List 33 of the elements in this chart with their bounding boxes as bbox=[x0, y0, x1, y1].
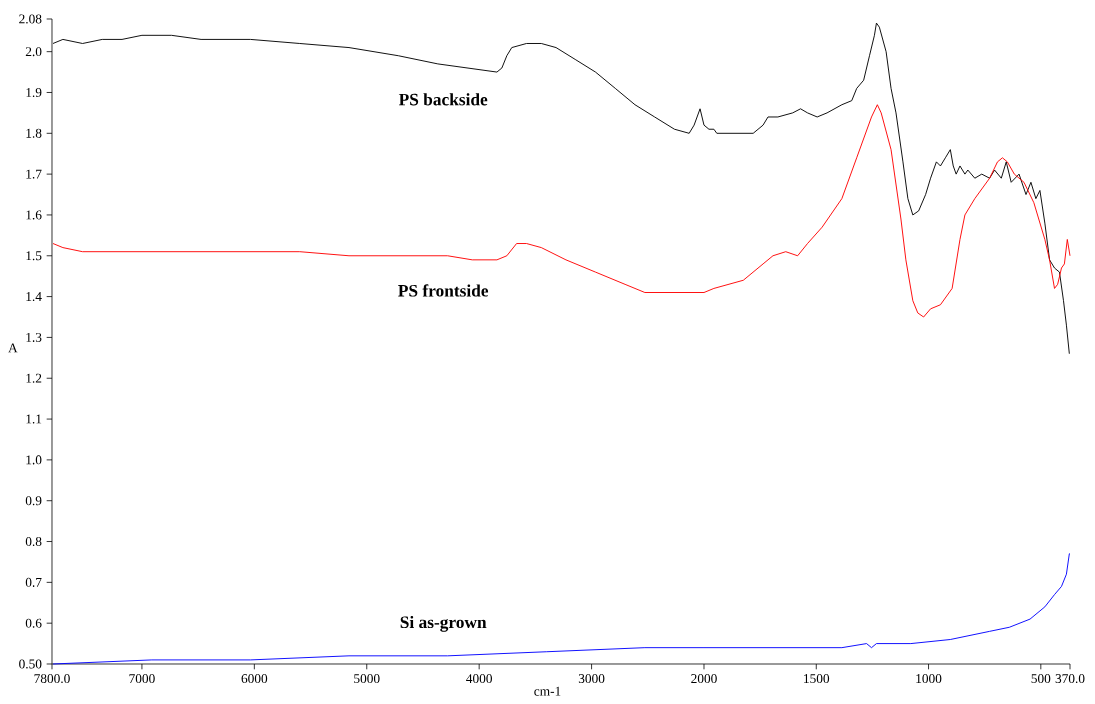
series-label: PS frontside bbox=[398, 284, 489, 297]
x-axis-title: cm-1 bbox=[534, 686, 561, 696]
series-label: Si as-grown bbox=[400, 615, 487, 632]
y-tick-label: 1.1 bbox=[26, 414, 42, 424]
y-tick-label: 1.0 bbox=[26, 455, 42, 465]
x-tick-label: 1500 bbox=[804, 674, 830, 684]
y-tick-label: 1.6 bbox=[26, 210, 42, 220]
x-tick-label: 500 bbox=[1031, 674, 1051, 684]
y-tick-label: 2.0 bbox=[25, 47, 42, 57]
x-tick-label: 1000 bbox=[916, 674, 942, 684]
x-tick-label: 7000 bbox=[129, 674, 155, 684]
y-tick-label: 1.3 bbox=[26, 332, 42, 342]
y-tick-label: 0.8 bbox=[25, 537, 42, 547]
x-tick-label: 2000 bbox=[691, 674, 717, 684]
x-tick-label: 4000 bbox=[466, 674, 492, 684]
x-tick-label: 5000 bbox=[354, 674, 380, 684]
x-tick-label: 3000 bbox=[578, 674, 605, 684]
y-tick-label: 0.6 bbox=[25, 618, 42, 628]
y-tick-label: 1.9 bbox=[26, 87, 42, 97]
y-tick-label: 0.50 bbox=[19, 659, 42, 669]
x-tick-label: 6000 bbox=[241, 674, 268, 684]
y-tick-label: 1.2 bbox=[26, 373, 42, 383]
series-label: PS backside bbox=[398, 93, 488, 106]
y-tick-label: 2.08 bbox=[19, 14, 42, 24]
y-tick-label: 1.4 bbox=[26, 292, 42, 302]
x-tick-label: 7800.0 bbox=[34, 674, 70, 684]
y-axis-title: A bbox=[8, 343, 18, 353]
x-tick-label: 370.0 bbox=[1055, 674, 1085, 684]
y-tick-label: 1.5 bbox=[26, 251, 42, 261]
y-tick-label: 1.7 bbox=[26, 169, 42, 179]
y-tick-label: 0.7 bbox=[25, 577, 42, 587]
y-tick-label: 0.9 bbox=[25, 496, 42, 506]
y-tick-label: 1.8 bbox=[26, 128, 42, 138]
